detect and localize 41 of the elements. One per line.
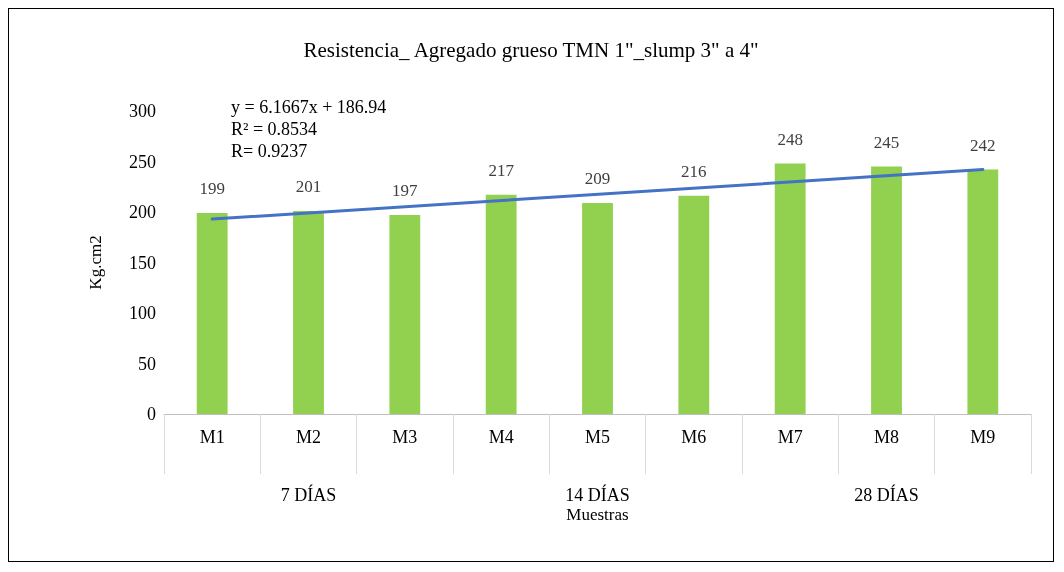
bar xyxy=(967,169,999,414)
x-tick-label: M2 xyxy=(295,427,322,447)
y-tick-label: 200 xyxy=(129,202,156,222)
data-label: 199 xyxy=(199,179,225,199)
x-tick-label: M4 xyxy=(488,427,514,447)
data-label: 216 xyxy=(681,161,707,181)
x-tick-label: M3 xyxy=(392,427,418,447)
y-tick-label: 150 xyxy=(129,252,156,273)
y-tick-label: 0 xyxy=(147,404,156,424)
text: 7 DÍAS xyxy=(280,484,337,505)
x-tick-label: M5 xyxy=(584,427,611,447)
data-label: 217 xyxy=(488,160,515,180)
x-tick-label: M8 xyxy=(873,427,900,447)
y-tick-label: 100 xyxy=(129,303,156,323)
text: 28 DÍAS xyxy=(854,484,919,505)
y-tick-label: 300 xyxy=(129,101,156,121)
bar xyxy=(293,210,324,414)
data-label: 209 xyxy=(584,168,611,188)
text: 14 DÍAS xyxy=(565,484,630,505)
bar xyxy=(582,202,613,414)
chart-title: Resistencia_ Agregado grueso TMN 1"_slump 3" a 4" xyxy=(303,37,759,62)
data-label: 245 xyxy=(873,132,900,152)
bar xyxy=(485,194,517,414)
data-label: 197 xyxy=(392,181,419,201)
data-label: 201 xyxy=(295,176,322,196)
y-tick-label: 250 xyxy=(129,151,156,172)
x-tick-label: M6 xyxy=(681,427,707,447)
x-tick-label: M7 xyxy=(777,427,803,447)
bar xyxy=(871,166,902,414)
bar xyxy=(678,195,710,414)
y-axis-title: Kg.cm2 xyxy=(86,235,105,290)
x-tick-label: M9 xyxy=(970,427,996,447)
bar xyxy=(196,213,228,414)
bar xyxy=(774,163,806,414)
data-label: 242 xyxy=(970,135,996,155)
x-axis-title: Muestras xyxy=(566,505,629,524)
annotation: y = 6.1667x + 186.94 R² = 0.8534 R= 0.9237 xyxy=(231,97,387,161)
data-label: 248 xyxy=(777,129,803,149)
y-tick-label: 50 xyxy=(138,353,156,374)
x-tick-label: M1 xyxy=(199,427,225,447)
bar xyxy=(389,215,421,414)
